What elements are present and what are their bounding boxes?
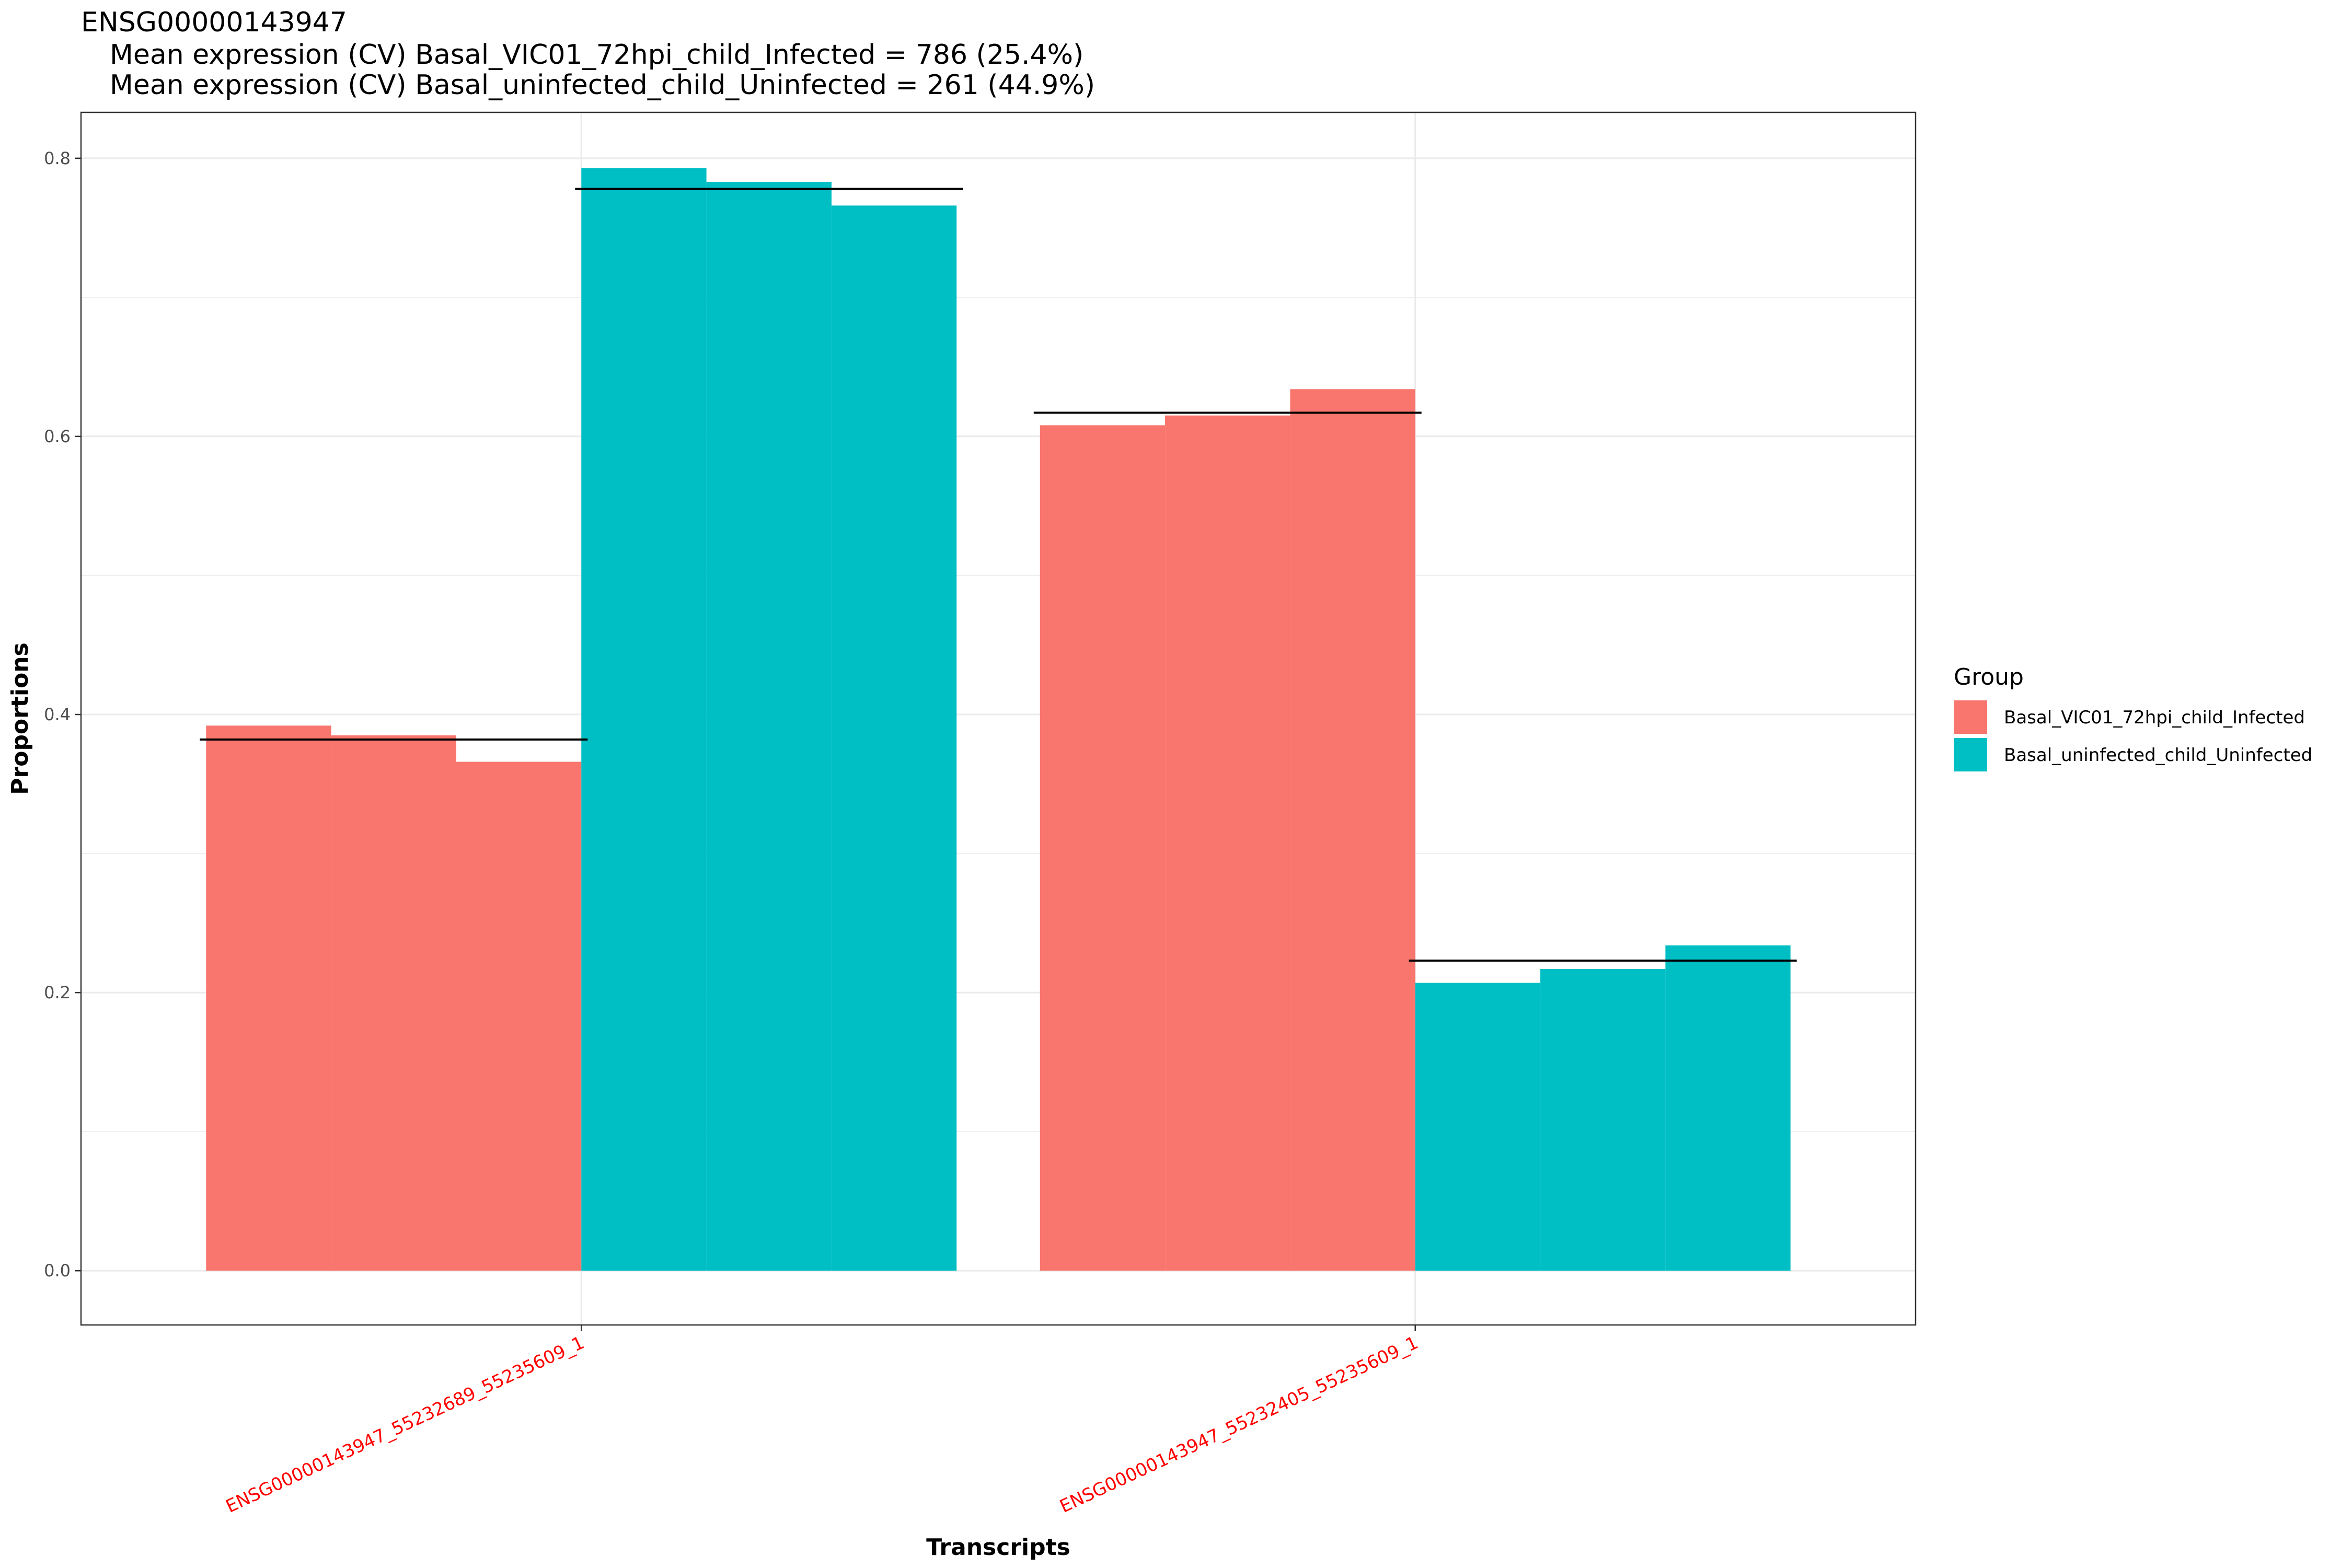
legend-swatch (1954, 700, 1987, 734)
x-axis-title: Transcripts (926, 1534, 1070, 1561)
y-axis: 0.0 0.2 0.4 0.6 0.8 (44, 148, 81, 1281)
y-tick-label: 0.8 (44, 148, 71, 168)
y-tick-label: 0.0 (44, 1261, 71, 1281)
bars (206, 168, 1791, 1271)
chart-subtitle-line-2: Mean expression (CV) Basal_uninfected_ch… (110, 70, 1095, 101)
bar (331, 735, 456, 1271)
plot-panel-border (80, 111, 1917, 1326)
bar (1165, 416, 1290, 1271)
legend-title: Group (1954, 664, 2024, 690)
bar (1665, 945, 1791, 1271)
chart-subtitle-line-1: Mean expression (CV) Basal_VIC01_72hpi_c… (110, 39, 1083, 71)
mean-lines (200, 188, 1797, 962)
bar (831, 205, 957, 1271)
y-axis-title: Proportions (7, 642, 33, 794)
bar (1415, 983, 1541, 1271)
bar (206, 725, 331, 1271)
bar (581, 168, 707, 1271)
legend-label: Basal_uninfected_child_Uninfected (2004, 745, 2312, 766)
y-tick-label: 0.2 (44, 983, 71, 1002)
legend-label: Basal_VIC01_72hpi_child_Infected (2004, 707, 2305, 728)
legend-swatch (1954, 738, 1987, 771)
bar (706, 182, 832, 1271)
chart-title: ENSG00000143947 (81, 7, 347, 38)
legend: Group Basal_VIC01_72hpi_child_Infected Ba… (1954, 664, 2312, 771)
bar (456, 762, 582, 1271)
bar (1540, 969, 1666, 1271)
y-tick-label: 0.6 (44, 426, 71, 446)
y-tick-label: 0.4 (44, 705, 71, 724)
bar (1290, 389, 1415, 1271)
bar (1040, 425, 1166, 1271)
